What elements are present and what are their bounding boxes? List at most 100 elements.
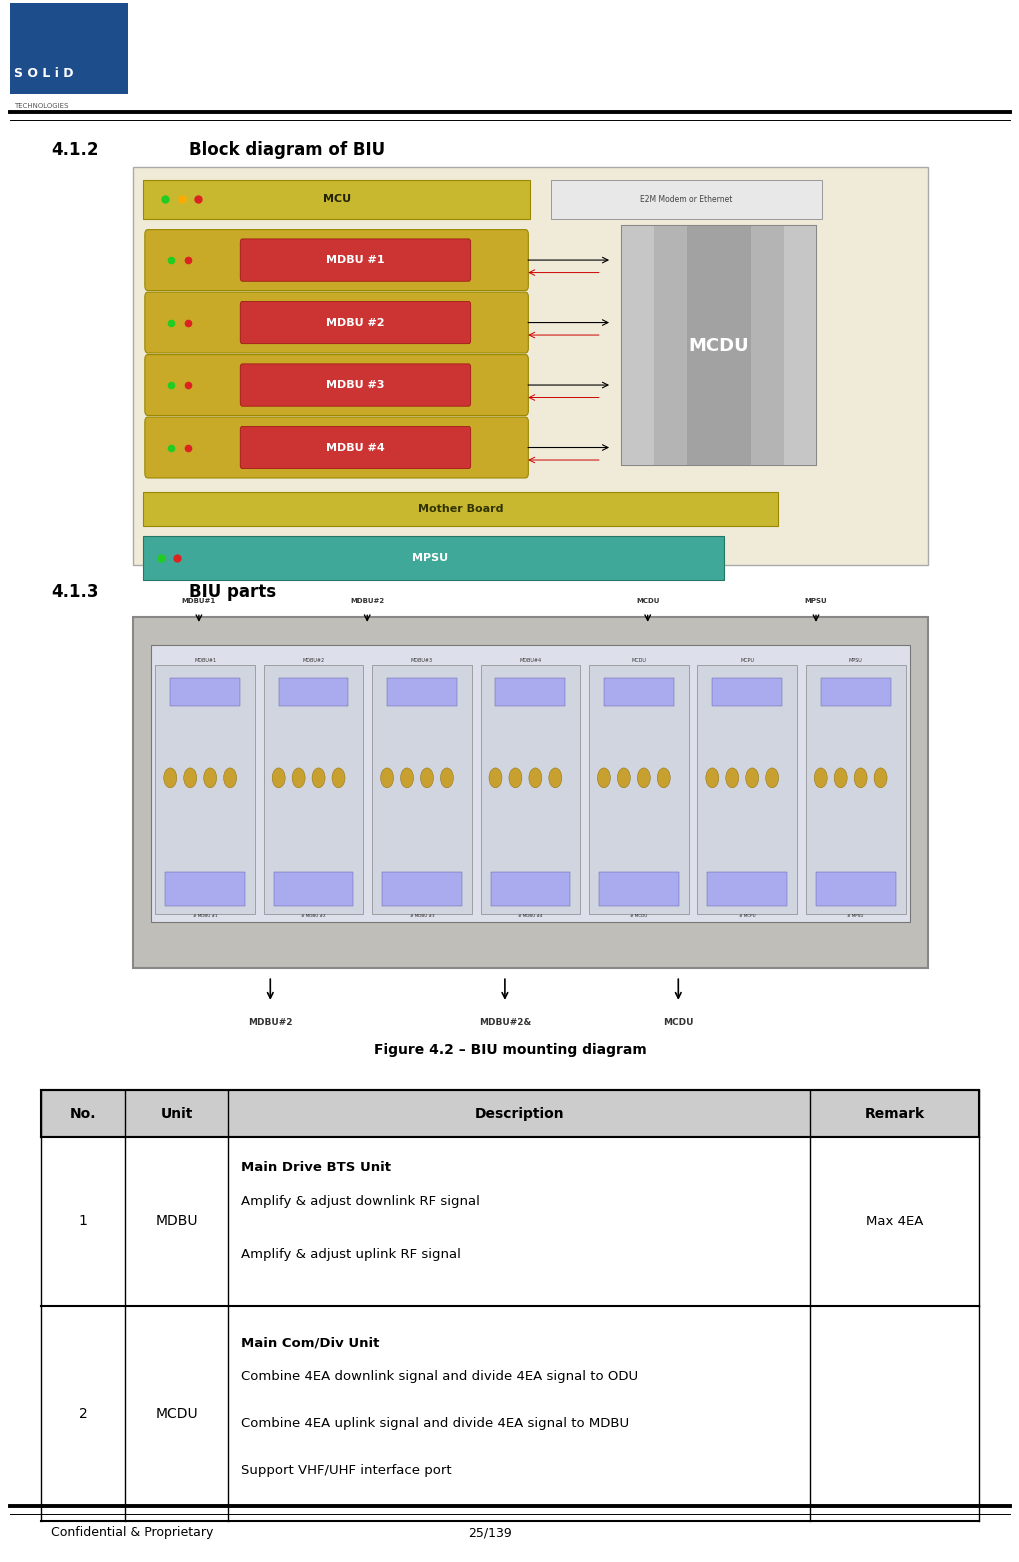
Text: MDBU#1: MDBU#1 (181, 598, 216, 604)
Circle shape (616, 769, 630, 787)
FancyBboxPatch shape (240, 239, 471, 281)
FancyBboxPatch shape (145, 355, 528, 415)
Text: MCPU: MCPU (740, 658, 753, 664)
Text: Remark: Remark (864, 1107, 924, 1120)
Circle shape (223, 769, 236, 787)
Text: MDBU#2: MDBU#2 (248, 1018, 292, 1028)
Text: Unit: Unit (161, 1107, 193, 1120)
Text: Max 4EA: Max 4EA (865, 1215, 922, 1228)
Text: MDBU#2: MDBU#2 (350, 598, 384, 604)
Text: MCDU: MCDU (662, 1018, 693, 1028)
Text: # MDBU #1: # MDBU #1 (193, 914, 217, 918)
Bar (132, 167, 927, 565)
Circle shape (765, 769, 777, 787)
Circle shape (331, 769, 344, 787)
Text: # MDBU #4: # MDBU #4 (518, 914, 542, 918)
Text: TECHNOLOGIES: TECHNOLOGIES (14, 103, 68, 109)
Bar (820, 678, 890, 706)
Text: Description: Description (474, 1107, 564, 1120)
Text: Main Com/Div Unit: Main Com/Div Unit (240, 1336, 379, 1350)
Bar (278, 678, 348, 706)
Text: No.: No. (69, 1107, 96, 1120)
Text: # MDBU #3: # MDBU #3 (410, 914, 434, 918)
Bar (751, 226, 783, 465)
Text: MPSU: MPSU (804, 598, 826, 604)
FancyBboxPatch shape (240, 301, 471, 344)
Bar (654, 226, 686, 465)
Bar (598, 872, 678, 906)
Text: # MDBU #2: # MDBU #2 (301, 914, 325, 918)
Text: 2: 2 (78, 1407, 88, 1420)
Text: MPSU: MPSU (411, 553, 447, 562)
Bar (622, 226, 654, 465)
Circle shape (312, 769, 325, 787)
Circle shape (420, 769, 433, 787)
Bar (143, 180, 530, 219)
Bar (382, 872, 462, 906)
Bar (686, 226, 718, 465)
Circle shape (656, 769, 669, 787)
Bar (588, 665, 688, 914)
Text: S O L i D: S O L i D (14, 67, 73, 80)
Text: MCDU: MCDU (636, 598, 658, 604)
Bar (143, 492, 777, 526)
Text: 1: 1 (78, 1215, 88, 1228)
Text: 25/139: 25/139 (468, 1526, 511, 1539)
Text: MDBU#3: MDBU#3 (411, 658, 433, 664)
Bar (490, 872, 570, 906)
FancyBboxPatch shape (240, 426, 471, 469)
Text: # MPSU: # MPSU (847, 914, 863, 918)
Text: Block diagram of BIU: Block diagram of BIU (189, 141, 384, 159)
Bar (41, 1090, 978, 1137)
Bar (10, 3, 127, 94)
Circle shape (183, 769, 197, 787)
Bar (697, 665, 796, 914)
Bar (622, 226, 815, 465)
Text: MCU: MCU (322, 194, 351, 205)
Text: Figure 4.2 – BIU mounting diagram: Figure 4.2 – BIU mounting diagram (373, 1043, 646, 1057)
Bar (143, 536, 723, 580)
Circle shape (529, 769, 541, 787)
Text: MCDU: MCDU (156, 1407, 198, 1420)
Bar (495, 678, 565, 706)
Text: MDBU#1: MDBU#1 (194, 658, 216, 664)
Bar (550, 180, 821, 219)
Bar (718, 226, 751, 465)
Text: MDBU#4: MDBU#4 (519, 658, 541, 664)
Circle shape (853, 769, 866, 787)
Bar (480, 665, 580, 914)
Circle shape (272, 769, 285, 787)
Text: MDBU#2: MDBU#2 (303, 658, 324, 664)
Circle shape (726, 769, 738, 787)
Text: MPSU: MPSU (848, 658, 862, 664)
Circle shape (705, 769, 718, 787)
Circle shape (488, 769, 501, 787)
Bar (41, 1137, 978, 1306)
Bar (603, 678, 674, 706)
Text: E2M Modem or Ethernet: E2M Modem or Ethernet (640, 195, 732, 203)
Circle shape (291, 769, 305, 787)
FancyBboxPatch shape (240, 364, 471, 406)
Text: 4.1.2: 4.1.2 (51, 141, 99, 159)
Text: # MCDU: # MCDU (630, 914, 647, 918)
Bar (264, 665, 363, 914)
Bar (165, 872, 245, 906)
Bar (386, 678, 457, 706)
Bar (372, 665, 472, 914)
Text: # MCPU: # MCPU (738, 914, 755, 918)
Text: Amplify & adjust downlink RF signal: Amplify & adjust downlink RF signal (240, 1195, 479, 1207)
Text: MCDU: MCDU (631, 658, 646, 664)
Circle shape (440, 769, 453, 787)
Text: Mother Board: Mother Board (418, 505, 503, 514)
Bar (132, 617, 927, 968)
Text: MDBU #1: MDBU #1 (326, 255, 384, 266)
Bar (41, 1306, 978, 1521)
Bar (805, 665, 905, 914)
Text: Combine 4EA uplink signal and divide 4EA signal to MDBU: Combine 4EA uplink signal and divide 4EA… (240, 1417, 629, 1431)
Circle shape (813, 769, 826, 787)
Circle shape (637, 769, 650, 787)
Circle shape (548, 769, 561, 787)
Circle shape (597, 769, 609, 787)
Circle shape (508, 769, 522, 787)
Bar (170, 678, 239, 706)
